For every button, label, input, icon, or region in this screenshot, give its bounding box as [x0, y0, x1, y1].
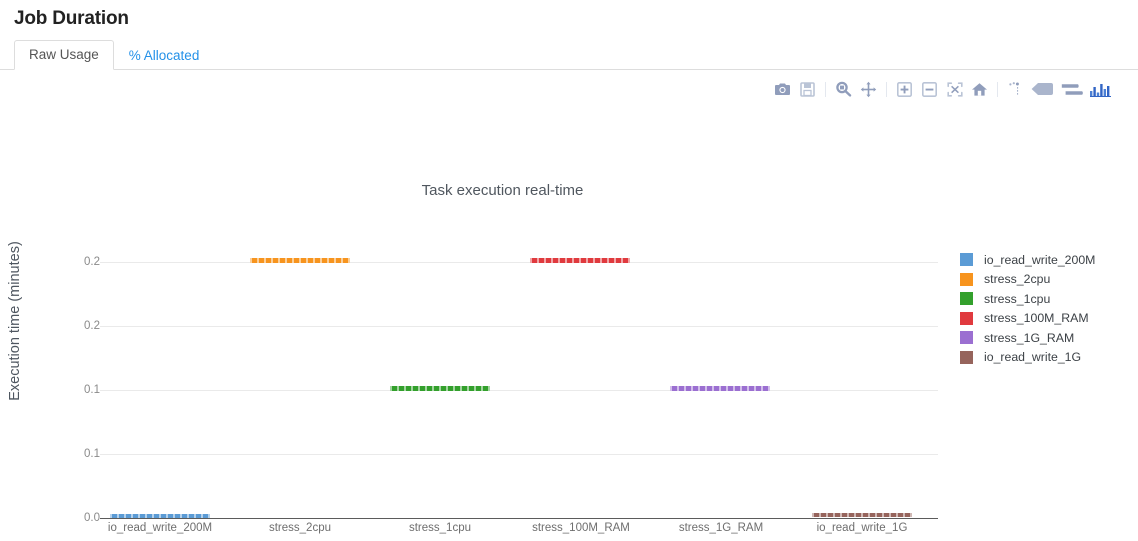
y-tick-label: 0.1 [84, 384, 100, 396]
legend-label: stress_100M_RAM [984, 311, 1089, 326]
bar-stress_2cpu[interactable] [250, 258, 350, 263]
legend-swatch-icon [960, 292, 973, 306]
legend-item[interactable]: stress_2cpu [960, 270, 1135, 290]
legend-swatch-icon [960, 272, 973, 286]
bar-hatch [390, 386, 490, 391]
legend-item[interactable]: io_read_write_200M [960, 250, 1135, 270]
toolbar-divider [886, 81, 887, 97]
home-reset-icon[interactable] [969, 79, 990, 100]
legend-item[interactable]: io_read_write_1G [960, 348, 1135, 368]
gridline [100, 454, 938, 455]
plot-toolbar [772, 76, 1114, 102]
x-tick-label: stress_1cpu [408, 522, 472, 534]
fullscreen-expand-icon[interactable] [944, 79, 965, 100]
y-tick-label: 0.2 [84, 256, 100, 268]
bar-io_read_write_1G[interactable] [812, 513, 912, 517]
bar-hatch [250, 258, 350, 263]
bar-hatch [812, 513, 912, 517]
bar-hatch [670, 386, 770, 391]
legend-item[interactable]: stress_100M_RAM [960, 309, 1135, 329]
box-zoom-icon[interactable] [833, 79, 854, 100]
tab-percent-allocated[interactable]: % Allocated [128, 48, 200, 63]
x-axis-line [100, 518, 938, 519]
gridline [100, 326, 938, 327]
page-title: Job Duration [14, 8, 129, 29]
legend-swatch-icon [960, 350, 973, 364]
zoom-out-icon[interactable] [919, 79, 940, 100]
tooltip-hover-icon[interactable] [1005, 79, 1026, 100]
tab-raw-usage[interactable]: Raw Usage [14, 40, 114, 70]
bar-stress_1G_RAM[interactable] [670, 386, 770, 391]
y-axis-label: Execution time (minutes) [7, 241, 23, 401]
legend-swatch-icon [960, 311, 973, 325]
chart-title: Task execution real-time [421, 182, 584, 199]
legend-swatch-icon [960, 253, 973, 267]
compare-data-icon[interactable] [1060, 79, 1084, 100]
x-tick-label: stress_100M_RAM [532, 522, 630, 534]
gridline [100, 262, 938, 263]
legend-item[interactable]: stress_1cpu [960, 289, 1135, 309]
x-tick-label: stress_2cpu [268, 522, 332, 534]
legend-label: stress_2cpu [984, 272, 1051, 287]
legend-item[interactable]: stress_1G_RAM [960, 328, 1135, 348]
save-disk-icon[interactable] [797, 79, 818, 100]
pan-move-icon[interactable] [858, 79, 879, 100]
x-tick-label: stress_1G_RAM [678, 522, 764, 534]
toolbar-divider [825, 81, 826, 97]
chart-legend: io_read_write_200M stress_2cpu stress_1c… [960, 250, 1135, 367]
lasso-select-icon[interactable] [1030, 79, 1056, 100]
zoom-in-icon[interactable] [894, 79, 915, 100]
y-tick-label: 0.2 [84, 320, 100, 332]
gridline [100, 390, 938, 391]
x-tick-label: io_read_write_200M [107, 522, 213, 534]
legend-swatch-icon [960, 331, 973, 345]
bar-stress_100M_RAM[interactable] [530, 258, 630, 263]
y-tick-label: 0.0 [84, 512, 100, 524]
legend-label: io_read_write_200M [984, 252, 1096, 267]
bar-hatch [530, 258, 630, 263]
bar-stress_1cpu[interactable] [390, 386, 490, 391]
toolbar-divider [997, 81, 998, 97]
legend-label: stress_1cpu [984, 291, 1051, 306]
legend-label: io_read_write_1G [984, 350, 1082, 365]
legend-label: stress_1G_RAM [984, 330, 1075, 345]
tab-strip: Raw Usage % Allocated [0, 40, 1138, 70]
y-tick-label: 0.1 [84, 448, 100, 460]
x-tick-label: io_read_write_1G [816, 522, 908, 534]
tab-list: Raw Usage % Allocated [0, 40, 1138, 70]
camera-icon[interactable] [772, 79, 793, 100]
bar-chart-icon[interactable] [1088, 79, 1114, 100]
plot-area: Task execution real-time Execution time … [0, 70, 1138, 534]
